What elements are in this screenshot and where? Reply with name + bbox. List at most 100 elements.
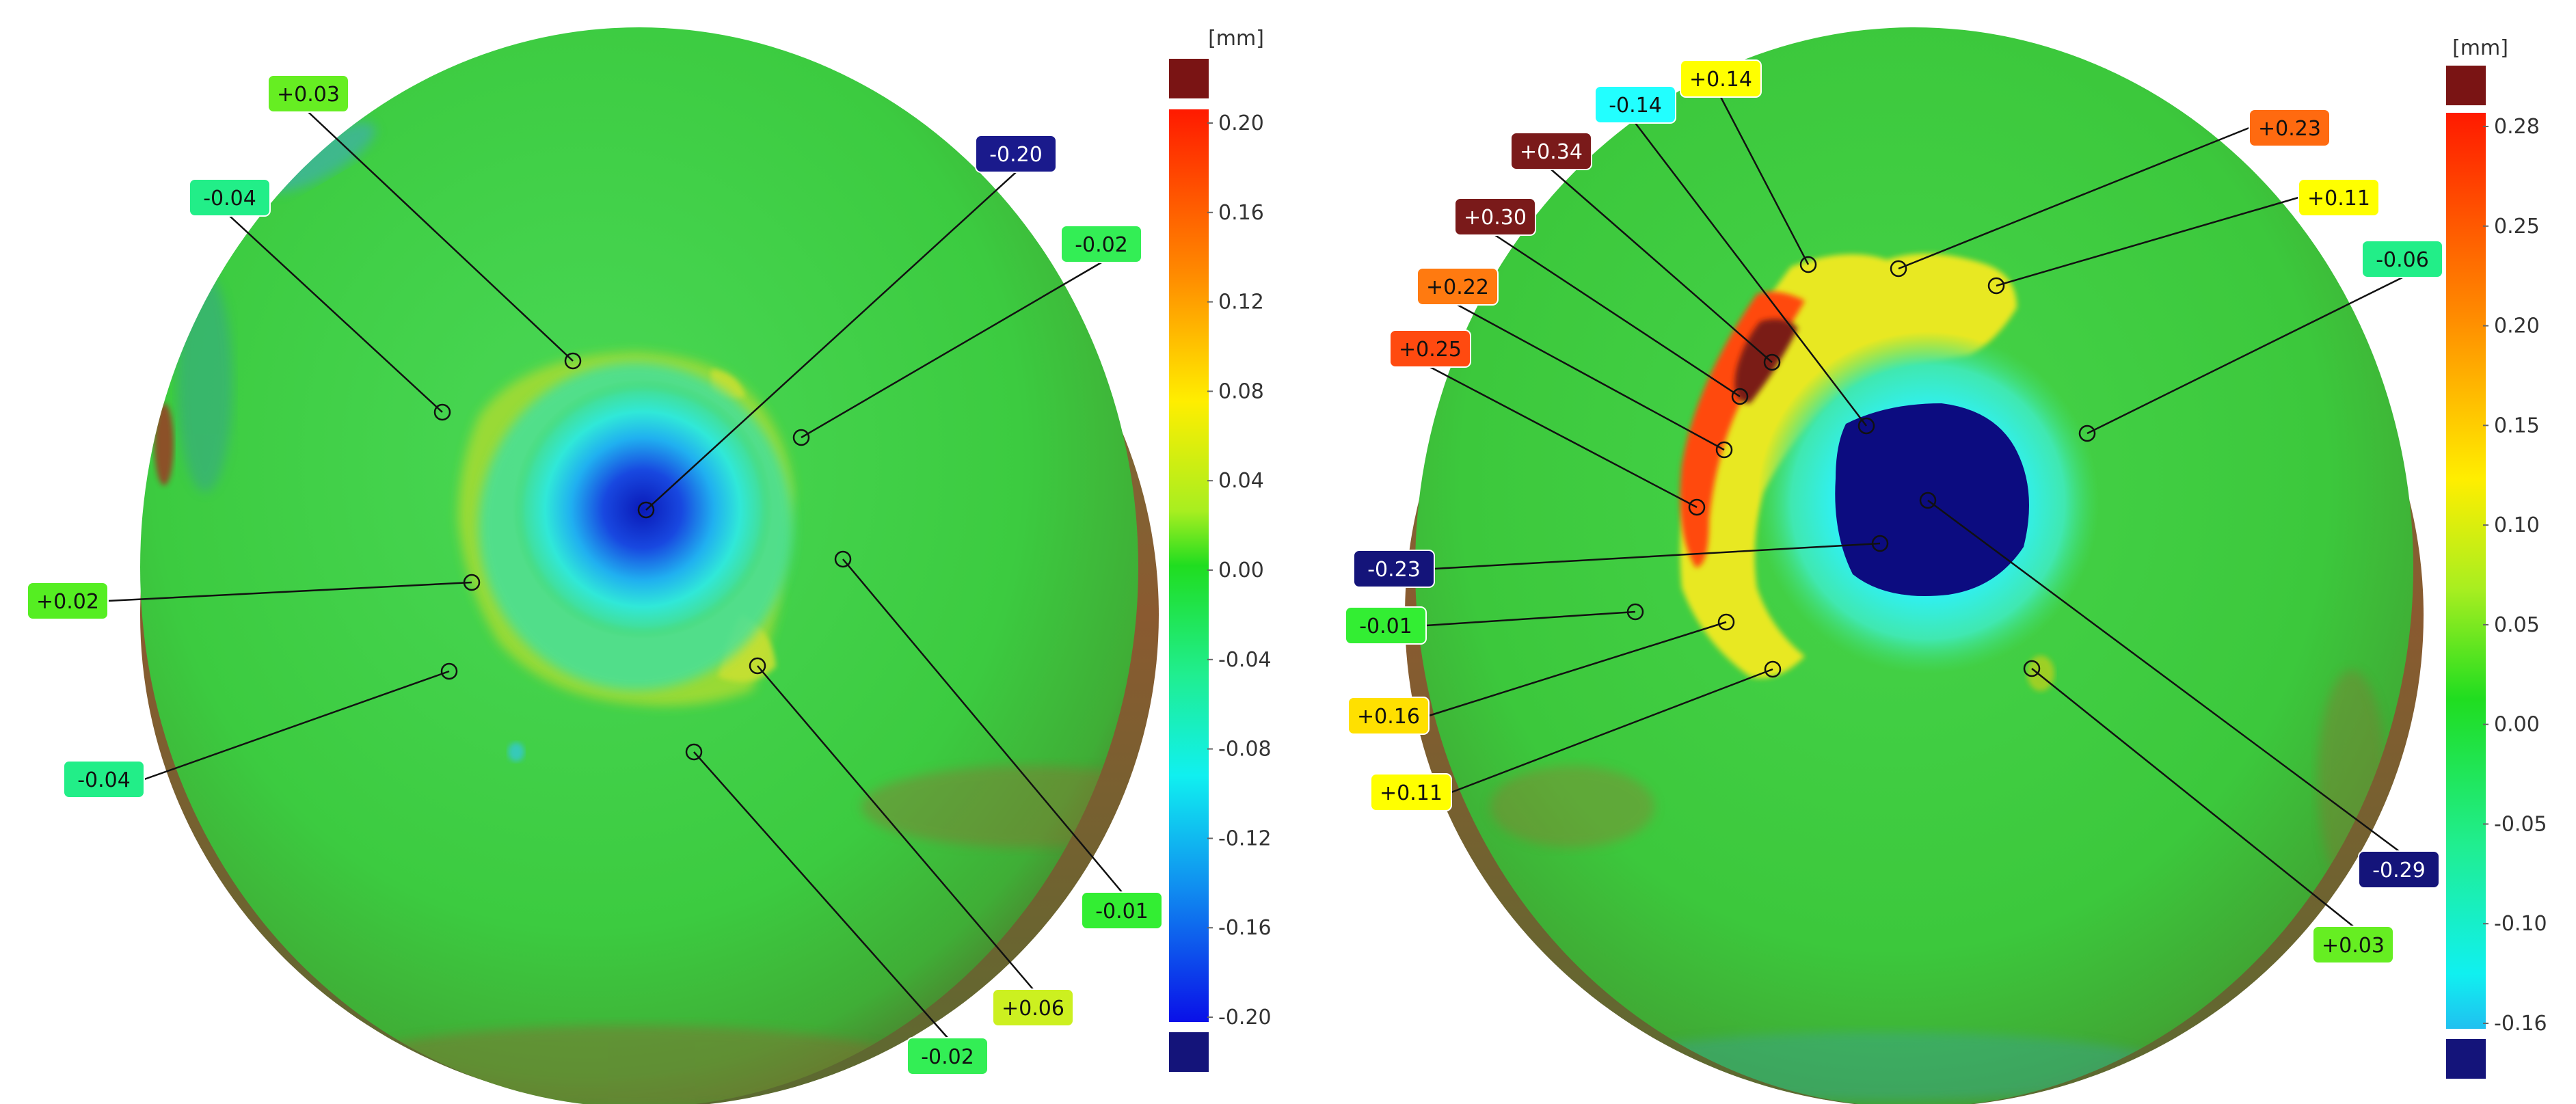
- callout-box: [63, 760, 145, 798]
- colorbar-tick-label: 0.05: [2494, 613, 2540, 637]
- callout: +0.16: [1347, 613, 1735, 735]
- callout-leader-line: [1494, 234, 1741, 398]
- colorbar-tick-label: 0.20: [2494, 314, 2540, 338]
- callout-value: +0.23: [2258, 117, 2321, 141]
- callout-box: [1594, 85, 1676, 124]
- callout-value: +0.30: [1464, 206, 1527, 230]
- callout: -0.02: [792, 225, 1142, 446]
- callout-value: +0.22: [1426, 275, 1489, 299]
- callout-value: -0.23: [1367, 558, 1421, 582]
- callout: +0.14: [1680, 59, 1817, 273]
- callout: +0.11: [1987, 178, 2380, 295]
- callout-leader-line: [1451, 668, 1773, 794]
- callout-leader-line: [842, 558, 1123, 893]
- callout-value: +0.11: [2307, 187, 2370, 211]
- callout: -0.14: [1594, 85, 1875, 435]
- callout: -0.01: [834, 550, 1163, 930]
- colorbar-tick-label: 0.08: [1218, 379, 1264, 403]
- callout: -0.04: [189, 178, 451, 421]
- callout-value: +0.25: [1399, 338, 1462, 362]
- callout: +0.03: [267, 75, 582, 370]
- callout-box: [1389, 329, 1471, 368]
- colorbar-tick-label: 0.20: [1218, 111, 1264, 135]
- colorbar-tick-label: -0.16: [1218, 916, 1272, 940]
- colorbar-tick-label: 0.16: [1218, 201, 1264, 225]
- callout-marker: [2078, 425, 2096, 442]
- callout-value: -0.04: [77, 768, 131, 792]
- callout: -0.01: [1345, 603, 1644, 645]
- callout-box: [907, 1037, 989, 1075]
- callout-box: [1510, 132, 1592, 170]
- callout-marker: [440, 662, 458, 680]
- callout-leader-line: [1996, 196, 2299, 287]
- callout-value: -0.02: [921, 1045, 974, 1069]
- callout-marker: [1717, 613, 1735, 631]
- callout-value: +0.02: [36, 590, 99, 614]
- callout-value: +0.11: [1380, 781, 1443, 805]
- colorbar-unit: [mm]: [1208, 27, 1264, 51]
- callout-marker: [792, 429, 810, 446]
- callout-leader-line: [107, 581, 472, 602]
- callout-leader-line: [693, 751, 948, 1038]
- callout: +0.23: [1890, 109, 2331, 278]
- right-scan-surface: [1405, 27, 2424, 1104]
- callout-box: [1680, 59, 1762, 98]
- colorbar-tick-label: 0.15: [2494, 414, 2540, 437]
- callout-marker: [685, 743, 703, 761]
- callout-marker: [1871, 535, 1889, 552]
- callout-leader-line: [1430, 366, 1698, 509]
- callout-marker: [1799, 256, 1817, 273]
- callout-marker: [1731, 388, 1749, 405]
- callout-box: [1060, 225, 1142, 263]
- callout-box: [2312, 926, 2394, 964]
- colorbar-right: [mm] 0.28 0.25 0.20 0.15 0.10 0.05 0.00 -0.05 -0…: [2446, 36, 2547, 1079]
- left-scan-surface: [140, 27, 1159, 1104]
- callout-leader-line: [1551, 169, 1773, 363]
- callout-box: [1353, 550, 1435, 588]
- callout-box: [1345, 606, 1427, 645]
- callout: +0.03: [2023, 660, 2394, 964]
- callout-leader-line: [1927, 499, 2400, 852]
- colorbar-under-swatch: [1169, 1032, 1209, 1072]
- callout-box: [1454, 198, 1536, 236]
- colorbar-tick-label: 0.12: [1218, 291, 1264, 314]
- callout-value: -0.01: [1095, 900, 1149, 924]
- callout-marker: [1987, 277, 2005, 295]
- callout-marker: [564, 352, 582, 370]
- callout-box: [992, 988, 1074, 1027]
- colorbar-tick-label: -0.10: [2494, 912, 2547, 936]
- colorbar-tick-label: -0.04: [1218, 648, 1272, 672]
- callout-marker: [433, 403, 451, 421]
- callout-marker: [1857, 417, 1875, 435]
- callout-marker: [1919, 492, 1937, 509]
- callouts-right: +0.14 -0.14 +0.34 +0.30 +0.22 +0.25 +0.23 +0.11…: [1345, 59, 2443, 964]
- callout-box: [1347, 697, 1430, 735]
- colorbar-tick-label: 0.25: [2494, 215, 2540, 239]
- callout-box: [2361, 240, 2443, 278]
- callout: +0.34: [1510, 132, 1781, 371]
- colorbar-left: [mm] 0.20 0.16 0.12 0.08 0.04 0.00 -0.04 -0.08 -…: [1169, 27, 1272, 1072]
- callout-marker: [834, 550, 852, 568]
- callout-value: +0.03: [277, 83, 340, 107]
- callout: -0.20: [637, 135, 1057, 519]
- callout-leader-line: [757, 665, 1034, 990]
- colorbar-tick-label: 0.10: [2494, 513, 2540, 537]
- colorbar-tick-label: 0.00: [1218, 558, 1264, 582]
- callout-leader-line: [801, 261, 1102, 439]
- callout-box: [1417, 267, 1499, 306]
- callout-leader-line: [2031, 668, 2354, 927]
- colorbar-tick-label: -0.05: [2494, 812, 2547, 836]
- colorbar-gradient: [2446, 113, 2486, 1029]
- callout-value: -0.29: [2372, 859, 2426, 883]
- callout-box: [2298, 178, 2380, 217]
- callout: -0.06: [2078, 240, 2443, 442]
- callout-leader-line: [1428, 621, 1727, 717]
- callout-marker: [1763, 353, 1781, 371]
- callouts-left: +0.03 -0.04 -0.20 -0.02 +0.02 -0.04 -0.01 +0.06…: [27, 75, 1163, 1075]
- colorbar-tick-label: -0.16: [2494, 1012, 2547, 1036]
- callout-box: [267, 75, 349, 113]
- colorbar-over-swatch: [1169, 59, 1209, 98]
- callout-marker: [1688, 498, 1706, 516]
- callout: +0.25: [1389, 329, 1706, 516]
